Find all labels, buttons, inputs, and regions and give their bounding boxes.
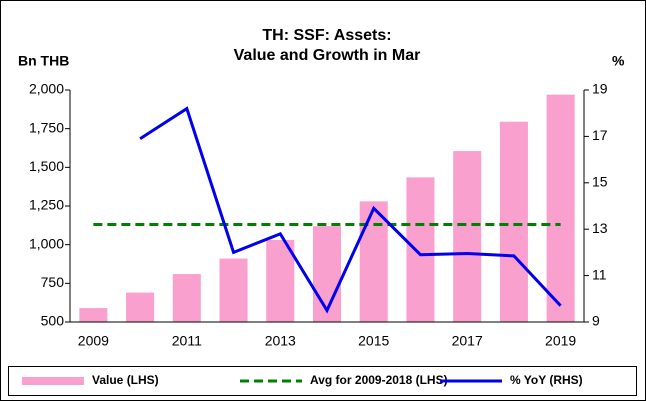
bar [499, 121, 528, 322]
legend-label: % YoY (RHS) [510, 373, 583, 387]
x-tick-label: 2011 [172, 333, 202, 349]
legend-box [8, 366, 637, 396]
y-tick-label: 1,250 [29, 197, 64, 213]
y-tick-label: 1,500 [29, 158, 64, 174]
x-tick-label: 2009 [78, 333, 109, 349]
y-tick-label: 2,000 [29, 81, 64, 97]
bar [126, 292, 155, 322]
legend-swatch [22, 377, 84, 385]
y-tick-label: 1,750 [29, 119, 64, 135]
legend-label: Avg for 2009-2018 (LHS) [310, 373, 448, 387]
bar [312, 226, 342, 322]
axes [69, 90, 585, 323]
y2-tick-label: 15 [592, 174, 608, 190]
y-tick-label: 1,000 [29, 235, 64, 251]
bar [219, 258, 248, 322]
y2-tick-label: 13 [592, 220, 608, 236]
bar [546, 94, 575, 322]
bar [406, 177, 435, 322]
chart-title: Value and Growth in Mar [234, 47, 421, 64]
y2-axis-label: % [612, 53, 625, 69]
bar [266, 240, 295, 322]
x-tick-label: 2019 [545, 333, 576, 349]
x-tick-label: 2013 [265, 333, 296, 349]
y-tick-label: 500 [41, 313, 65, 329]
chart-title: TH: SSF: Assets: [262, 27, 391, 44]
y2-tick-label: 9 [592, 313, 600, 329]
series-line [139, 106, 562, 314]
bar [79, 308, 108, 322]
bar [359, 201, 388, 322]
legend-label: Value (LHS) [92, 373, 159, 387]
bar [453, 151, 482, 322]
y2-tick-label: 11 [592, 266, 607, 282]
y2-tick-label: 19 [592, 81, 608, 97]
bar [172, 274, 201, 322]
y-axis-label: Bn THB [18, 53, 69, 69]
x-tick-label: 2017 [452, 333, 483, 349]
y-tick-label: 750 [41, 274, 65, 290]
y2-tick-label: 17 [592, 127, 608, 143]
x-tick-label: 2015 [358, 333, 389, 349]
